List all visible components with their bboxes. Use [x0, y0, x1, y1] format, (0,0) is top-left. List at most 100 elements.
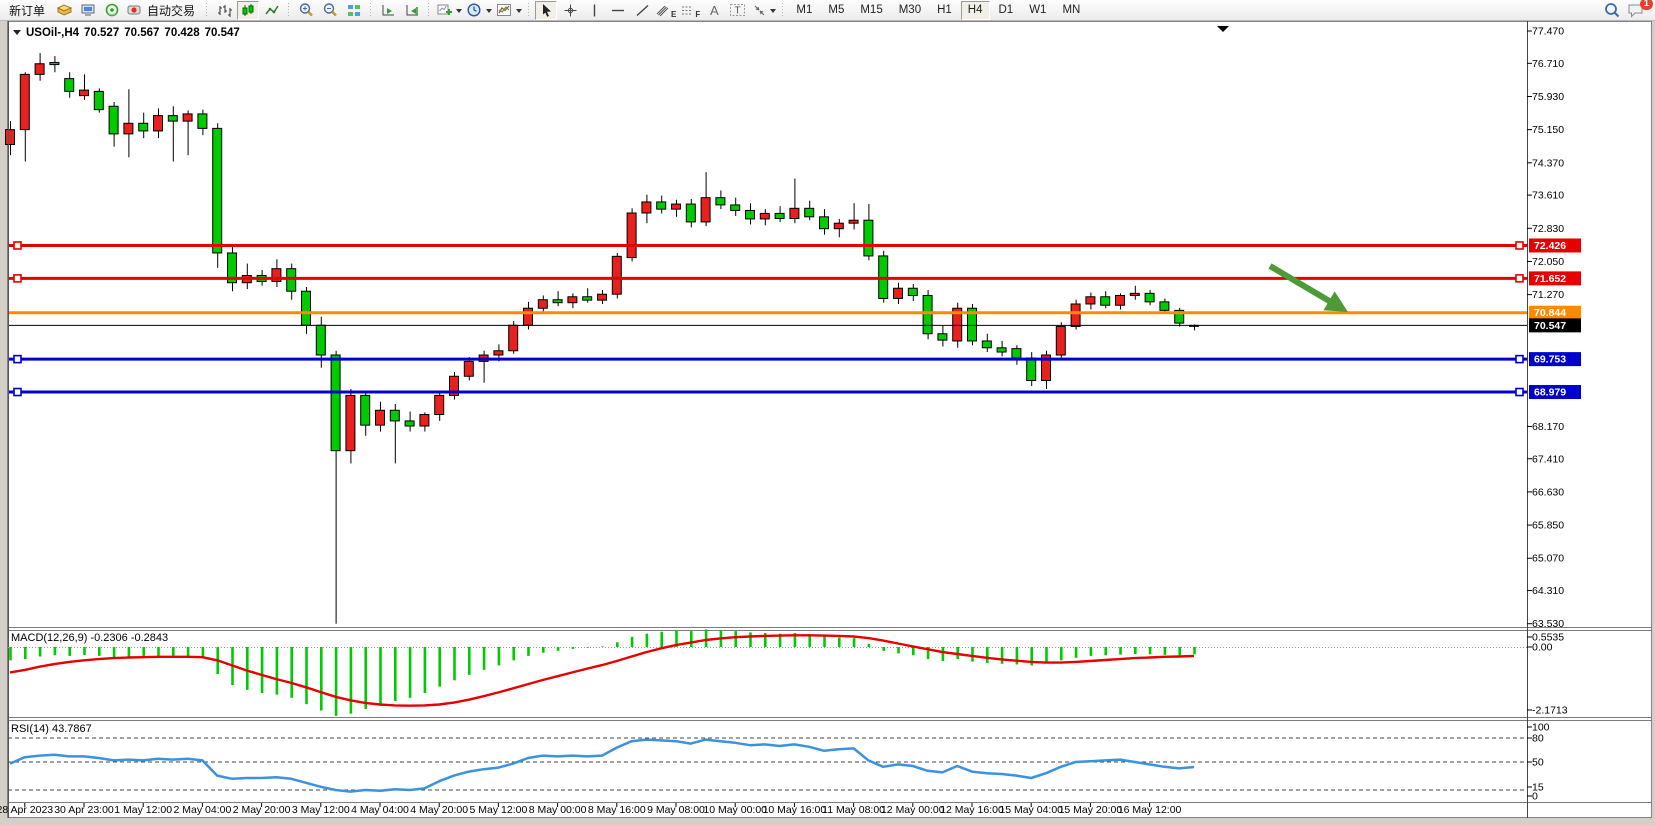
candle	[404, 411, 415, 432]
channel-tool-button[interactable]: E	[655, 1, 677, 20]
vertical-line-tool-button[interactable]	[583, 1, 605, 20]
signal-icon	[105, 3, 118, 17]
svg-text:4 May 04:00: 4 May 04:00	[351, 804, 409, 816]
horizontal-level-72.426[interactable]	[8, 241, 1527, 250]
zoom-in-button[interactable]	[295, 1, 317, 20]
auto-trading-button[interactable]: 自动交易	[125, 1, 201, 20]
candle	[167, 106, 178, 162]
dropdown-caret-icon	[456, 8, 463, 16]
autotrade-status-icon	[127, 5, 141, 15]
gold-stack-icon	[56, 4, 72, 16]
candle	[981, 333, 992, 353]
zoom-out-button[interactable]	[319, 1, 341, 20]
timeframe-h1[interactable]: H1	[937, 4, 952, 16]
chart-expand-icon[interactable]	[13, 30, 21, 39]
chart-shift-button[interactable]	[401, 1, 423, 20]
bar-chart-mode-button[interactable]	[213, 1, 235, 20]
crosshair-tool-button[interactable]	[559, 1, 581, 20]
history-center-button[interactable]	[53, 1, 75, 20]
toolbar-grip	[780, 2, 786, 18]
search-button[interactable]	[1601, 1, 1623, 20]
timeframe-m1[interactable]: M1	[796, 4, 813, 16]
auto-scroll-button[interactable]	[377, 1, 399, 20]
candle	[5, 121, 15, 156]
line-handle[interactable]	[13, 241, 22, 250]
text-tool-button[interactable]: A	[703, 1, 725, 20]
timeframe-mn[interactable]: MN	[1062, 4, 1081, 16]
timeframe-d1[interactable]: D1	[998, 4, 1014, 16]
terminal-icon	[81, 4, 95, 16]
tile-windows-button[interactable]	[343, 1, 365, 20]
candle	[730, 197, 741, 216]
svg-text:0.5535: 0.5535	[1532, 632, 1564, 644]
candle	[819, 209, 829, 235]
svg-text:71.652: 71.652	[1534, 273, 1566, 285]
timeframe-m5[interactable]: M5	[828, 4, 845, 16]
profiles-button[interactable]	[465, 1, 493, 20]
line-handle[interactable]	[1515, 274, 1524, 283]
timeframe-h4[interactable]: H4	[960, 0, 990, 20]
timeframe-w1[interactable]: W1	[1029, 4, 1047, 16]
candle	[671, 199, 681, 217]
candle	[597, 289, 607, 304]
line-chart-mode-button[interactable]	[261, 1, 283, 20]
candle	[611, 252, 622, 299]
line-handle[interactable]	[13, 354, 22, 364]
line-handle[interactable]	[13, 274, 22, 283]
zoom-in-icon	[299, 3, 313, 17]
candle	[212, 123, 223, 268]
svg-text:71.270: 71.270	[1532, 289, 1564, 301]
timeframe-group: M1 M5 M15 M30 H1 H4 D1 W1 MN	[788, 0, 1088, 20]
candle	[389, 403, 400, 464]
candle	[19, 72, 30, 162]
horizontal-line-tool-button[interactable]	[607, 1, 629, 20]
trendline-tool-button[interactable]	[631, 1, 653, 20]
dropdown-caret-icon	[486, 8, 493, 16]
community-chat-button[interactable]: 1	[1625, 0, 1653, 20]
arrows-icon	[755, 5, 765, 15]
candle	[759, 209, 770, 226]
line-handle[interactable]	[13, 387, 22, 397]
candle	[123, 89, 134, 158]
candle	[745, 203, 755, 225]
fibonacci-icon	[682, 6, 693, 14]
price-badge-68.979: 68.979	[1529, 385, 1581, 400]
new-chart-button[interactable]	[435, 1, 463, 20]
svg-text:77.470: 77.470	[1532, 26, 1564, 38]
line-handle[interactable]	[1515, 241, 1524, 250]
candle	[700, 172, 711, 227]
horizontal-level-71.652[interactable]	[8, 274, 1527, 283]
clock-icon	[467, 3, 481, 17]
line-handle[interactable]	[1515, 354, 1524, 364]
horizontal-level-69.753[interactable]	[8, 354, 1527, 364]
trend-arrow-annotation[interactable]	[1268, 263, 1348, 312]
text-tool-letter: A	[710, 2, 719, 18]
notification-badge: 1	[1639, 0, 1653, 10]
macd-signal-line	[9, 634, 1195, 707]
line-handle[interactable]	[1515, 387, 1524, 397]
fibonacci-tool-button[interactable]: F	[679, 1, 701, 20]
arrows-tool-button[interactable]	[751, 1, 777, 20]
indicators-button[interactable]	[495, 1, 523, 20]
ohlc-high: 70.567	[124, 26, 160, 39]
market-watch-button[interactable]	[77, 1, 99, 20]
candle	[1159, 298, 1170, 314]
new-order-button[interactable]: 新订单	[9, 3, 46, 18]
cursor-tool-button[interactable]	[535, 0, 558, 20]
svg-text:3 May 12:00: 3 May 12:00	[292, 804, 350, 816]
candle	[907, 283, 918, 302]
horizontal-level-68.979[interactable]	[8, 387, 1527, 397]
svg-text:1 May 12:00: 1 May 12:00	[114, 804, 172, 816]
svg-text:72.830: 72.830	[1532, 223, 1564, 235]
timeframe-m15[interactable]: M15	[860, 4, 883, 16]
chart-end-marker[interactable]	[1217, 26, 1229, 32]
candlestick-mode-button[interactable]	[237, 0, 260, 20]
toolbar-grip	[526, 2, 532, 18]
candle	[996, 340, 1007, 357]
candle	[863, 204, 874, 261]
signals-button[interactable]	[101, 1, 123, 20]
timeframe-m30[interactable]: M30	[898, 4, 922, 16]
label-tool-button[interactable]: T	[727, 1, 749, 20]
symbol-period-label: USOil-,H4	[26, 26, 80, 39]
